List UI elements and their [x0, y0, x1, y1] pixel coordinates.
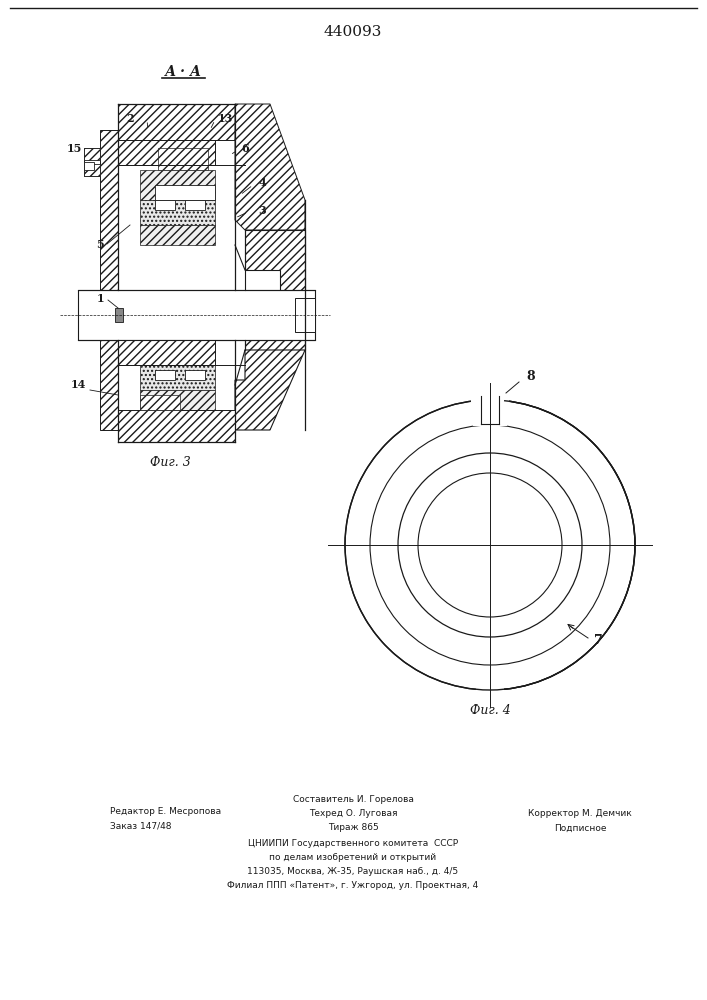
- Bar: [84, 164, 100, 176]
- Text: Редактор Е. Месропова: Редактор Е. Месропова: [110, 808, 221, 816]
- Bar: [155, 200, 175, 210]
- Bar: [140, 200, 215, 225]
- Text: 1: 1: [96, 292, 104, 304]
- Bar: [155, 370, 175, 380]
- Text: Подписное: Подписное: [554, 824, 606, 832]
- Bar: [140, 170, 215, 200]
- Polygon shape: [235, 350, 305, 430]
- Text: А · А: А · А: [165, 65, 201, 79]
- Bar: [473, 394, 507, 426]
- Text: Техред О. Луговая: Техред О. Луговая: [309, 810, 397, 818]
- Text: 4: 4: [258, 176, 266, 188]
- Text: Филиал ППП «Патент», г. Ужгород, ул. Проектная, 4: Филиал ППП «Патент», г. Ужгород, ул. Про…: [228, 882, 479, 890]
- Text: 2: 2: [126, 112, 134, 123]
- Text: по делам изобретений и открытий: по делам изобретений и открытий: [269, 854, 436, 862]
- Text: 13: 13: [217, 112, 233, 123]
- Text: 440093: 440093: [324, 25, 382, 39]
- Text: 6: 6: [241, 142, 249, 153]
- Bar: [295, 298, 315, 332]
- Text: Составитель И. Горелова: Составитель И. Горелова: [293, 796, 414, 804]
- Bar: [84, 162, 94, 170]
- Text: Фиг. 3: Фиг. 3: [150, 456, 190, 468]
- Bar: [158, 148, 208, 170]
- Polygon shape: [235, 104, 305, 230]
- Bar: [115, 308, 123, 322]
- Text: 3: 3: [258, 205, 266, 216]
- Bar: [84, 148, 100, 160]
- Text: ЦНИИПИ Государственного комитета  СССР: ЦНИИПИ Государственного комитета СССР: [248, 840, 458, 848]
- Text: 7: 7: [594, 634, 602, 647]
- Bar: [118, 340, 215, 365]
- Bar: [140, 365, 215, 390]
- Bar: [185, 200, 205, 210]
- Text: Заказ 147/48: Заказ 147/48: [110, 822, 172, 830]
- Text: Корректор М. Демчик: Корректор М. Демчик: [528, 810, 632, 818]
- Bar: [140, 225, 215, 245]
- Bar: [100, 130, 118, 430]
- Text: 113035, Москва, Ж-35, Раушская наб., д. 4/5: 113035, Москва, Ж-35, Раушская наб., д. …: [247, 867, 459, 876]
- Text: 14: 14: [70, 379, 86, 390]
- Bar: [471, 391, 509, 406]
- Bar: [84, 148, 100, 176]
- Text: Фиг. 4: Фиг. 4: [469, 704, 510, 716]
- Polygon shape: [245, 230, 305, 350]
- Bar: [185, 370, 205, 380]
- Text: 8: 8: [527, 370, 535, 383]
- Bar: [118, 140, 215, 165]
- Bar: [118, 410, 235, 442]
- Bar: [118, 104, 235, 140]
- Bar: [78, 290, 315, 340]
- Text: 15: 15: [66, 142, 82, 153]
- Bar: [155, 185, 215, 200]
- Text: 5: 5: [96, 238, 104, 249]
- Text: Тираж 865: Тираж 865: [327, 824, 378, 832]
- Bar: [140, 390, 215, 410]
- Bar: [140, 395, 180, 410]
